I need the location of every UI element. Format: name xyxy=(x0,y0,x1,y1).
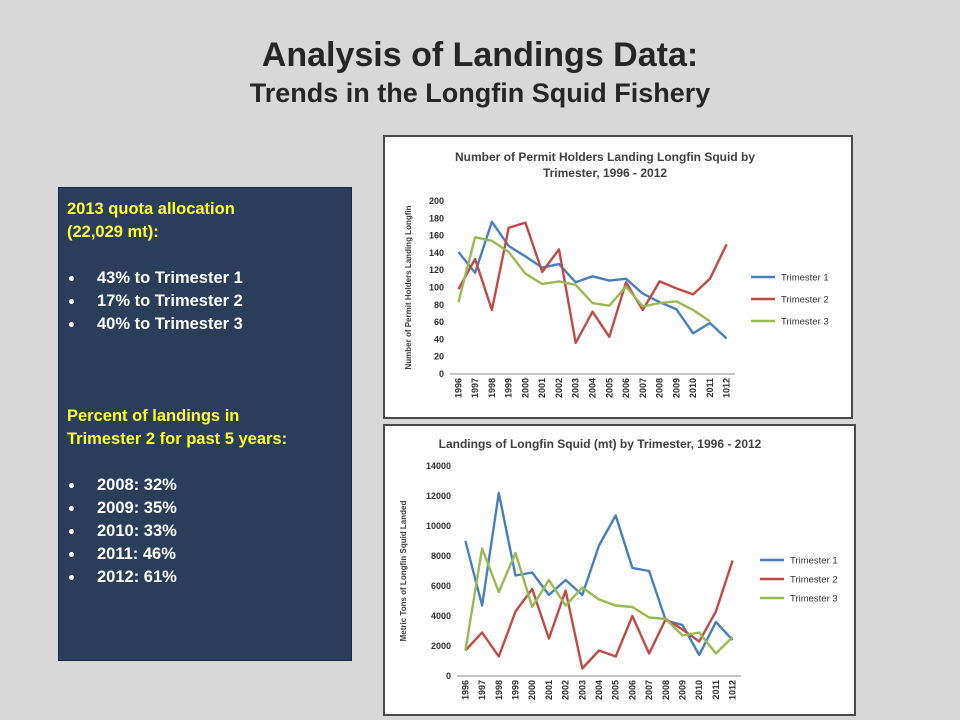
landings-heading-line2: Trimester 2 for past 5 years: xyxy=(67,430,288,448)
x-tick-label: 1997 xyxy=(470,378,480,398)
y-tick-label: 80 xyxy=(434,300,444,310)
chart-title: Number of Permit Holders Landing Longfin… xyxy=(455,150,755,164)
legend-label: Trimester 3 xyxy=(781,317,829,328)
y-tick-label: 10000 xyxy=(426,521,451,531)
landings-item: 2010: 33% xyxy=(67,520,343,543)
quota-item: 40% to Trimester 3 xyxy=(67,313,343,336)
landings-chart: Landings of Longfin Squid (mt) by Trimes… xyxy=(399,437,838,700)
y-axis-label: Metric Tons of Longfin Squid Landed xyxy=(399,501,408,642)
y-tick-label: 20 xyxy=(434,352,444,362)
landings-item: 2008: 32% xyxy=(67,474,343,497)
y-tick-label: 14000 xyxy=(426,461,451,471)
y-tick-label: 2000 xyxy=(431,641,451,651)
x-tick-label: 2000 xyxy=(527,680,537,700)
x-tick-label: 2009 xyxy=(671,378,681,398)
x-tick-label: 2002 xyxy=(554,378,564,398)
x-tick-label: 1012 xyxy=(722,378,732,398)
series-line-trimester-2 xyxy=(457,221,728,345)
x-tick-label: 2010 xyxy=(688,378,698,398)
x-tick-label: 1996 xyxy=(453,378,463,398)
x-tick-label: 2007 xyxy=(638,378,648,398)
x-tick-label: 2003 xyxy=(571,378,581,398)
y-axis-label: Number of Permit Holders Landing Longfin xyxy=(404,205,413,369)
info-box: 2013 quota allocation (22,029 mt): 43% t… xyxy=(58,187,352,661)
x-tick-label: 1999 xyxy=(510,680,520,700)
y-tick-label: 0 xyxy=(439,369,444,379)
x-tick-label: 2011 xyxy=(705,378,715,398)
landings-item: 2011: 46% xyxy=(67,543,343,566)
landings-item: 2012: 61% xyxy=(67,566,343,589)
x-tick-label: 2008 xyxy=(655,378,665,398)
series-line-trimester-3 xyxy=(457,236,711,323)
permit-holders-chart: Number of Permit Holders Landing Longfin… xyxy=(404,150,829,398)
x-tick-label: 2001 xyxy=(537,378,547,398)
x-tick-label: 2000 xyxy=(520,378,530,398)
x-tick-label: 1997 xyxy=(477,680,487,700)
quota-heading-line2: (22,029 mt): xyxy=(67,223,159,241)
quota-list: 43% to Trimester 1 17% to Trimester 2 40… xyxy=(67,267,343,336)
legend-label: Trimester 1 xyxy=(790,556,838,567)
x-tick-label: 1996 xyxy=(460,680,470,700)
quota-item: 43% to Trimester 1 xyxy=(67,267,343,290)
y-tick-label: 60 xyxy=(434,317,444,327)
slide-title: Analysis of Landings Data: Trends in the… xyxy=(0,34,960,110)
y-tick-label: 200 xyxy=(429,196,444,206)
chart-title: Landings of Longfin Squid (mt) by Trimes… xyxy=(439,437,762,451)
y-tick-label: 160 xyxy=(429,231,444,241)
x-tick-label: 2003 xyxy=(577,680,587,700)
x-tick-label: 2004 xyxy=(594,680,604,700)
legend-label: Trimester 2 xyxy=(781,295,829,306)
x-tick-label: 1998 xyxy=(494,680,504,700)
y-tick-label: 100 xyxy=(429,283,444,293)
y-tick-label: 8000 xyxy=(431,551,451,561)
x-tick-label: 2004 xyxy=(588,378,598,398)
landings-item: 2009: 35% xyxy=(67,497,343,520)
y-tick-label: 40 xyxy=(434,334,444,344)
landings-heading-line1: Percent of landings in xyxy=(67,407,240,425)
x-tick-label: 1998 xyxy=(487,378,497,398)
y-tick-label: 12000 xyxy=(426,491,451,501)
y-tick-label: 180 xyxy=(429,213,444,223)
x-tick-label: 2009 xyxy=(678,680,688,700)
y-tick-label: 140 xyxy=(429,248,444,258)
landings-list: 2008: 32% 2009: 35% 2010: 33% 2011: 46% … xyxy=(67,474,343,589)
y-tick-label: 0 xyxy=(446,671,451,681)
x-tick-label: 2002 xyxy=(561,680,571,700)
x-tick-label: 1012 xyxy=(728,680,738,700)
x-tick-label: 2011 xyxy=(711,680,721,700)
x-tick-label: 2005 xyxy=(604,378,614,398)
x-tick-label: 2006 xyxy=(627,680,637,700)
y-tick-label: 120 xyxy=(429,265,444,275)
x-tick-label: 2006 xyxy=(621,378,631,398)
legend-label: Trimester 1 xyxy=(781,273,829,284)
slide-subtitle: Trends in the Longfin Squid Fishery xyxy=(249,78,711,108)
quota-item: 17% to Trimester 2 xyxy=(67,290,343,313)
permit-holders-chart-panel: Number of Permit Holders Landing Longfin… xyxy=(383,135,853,419)
legend-label: Trimester 3 xyxy=(790,594,838,605)
chart-title: Trimester, 1996 - 2012 xyxy=(543,166,667,180)
series-line-trimester-1 xyxy=(457,220,728,340)
x-tick-label: 1999 xyxy=(504,378,514,398)
x-tick-label: 2010 xyxy=(694,680,704,700)
series-line-trimester-3 xyxy=(464,547,734,655)
landings-chart-panel: Landings of Longfin Squid (mt) by Trimes… xyxy=(383,424,856,716)
slide-title-line1: Analysis of Landings Data: xyxy=(261,36,699,74)
legend-label: Trimester 2 xyxy=(790,575,838,586)
x-tick-label: 2005 xyxy=(611,680,621,700)
y-tick-label: 6000 xyxy=(431,581,451,591)
x-tick-label: 2001 xyxy=(544,680,554,700)
x-tick-label: 2008 xyxy=(661,680,671,700)
x-tick-label: 2007 xyxy=(644,680,654,700)
y-tick-label: 4000 xyxy=(431,611,451,621)
quota-heading-line1: 2013 quota allocation xyxy=(67,200,235,218)
